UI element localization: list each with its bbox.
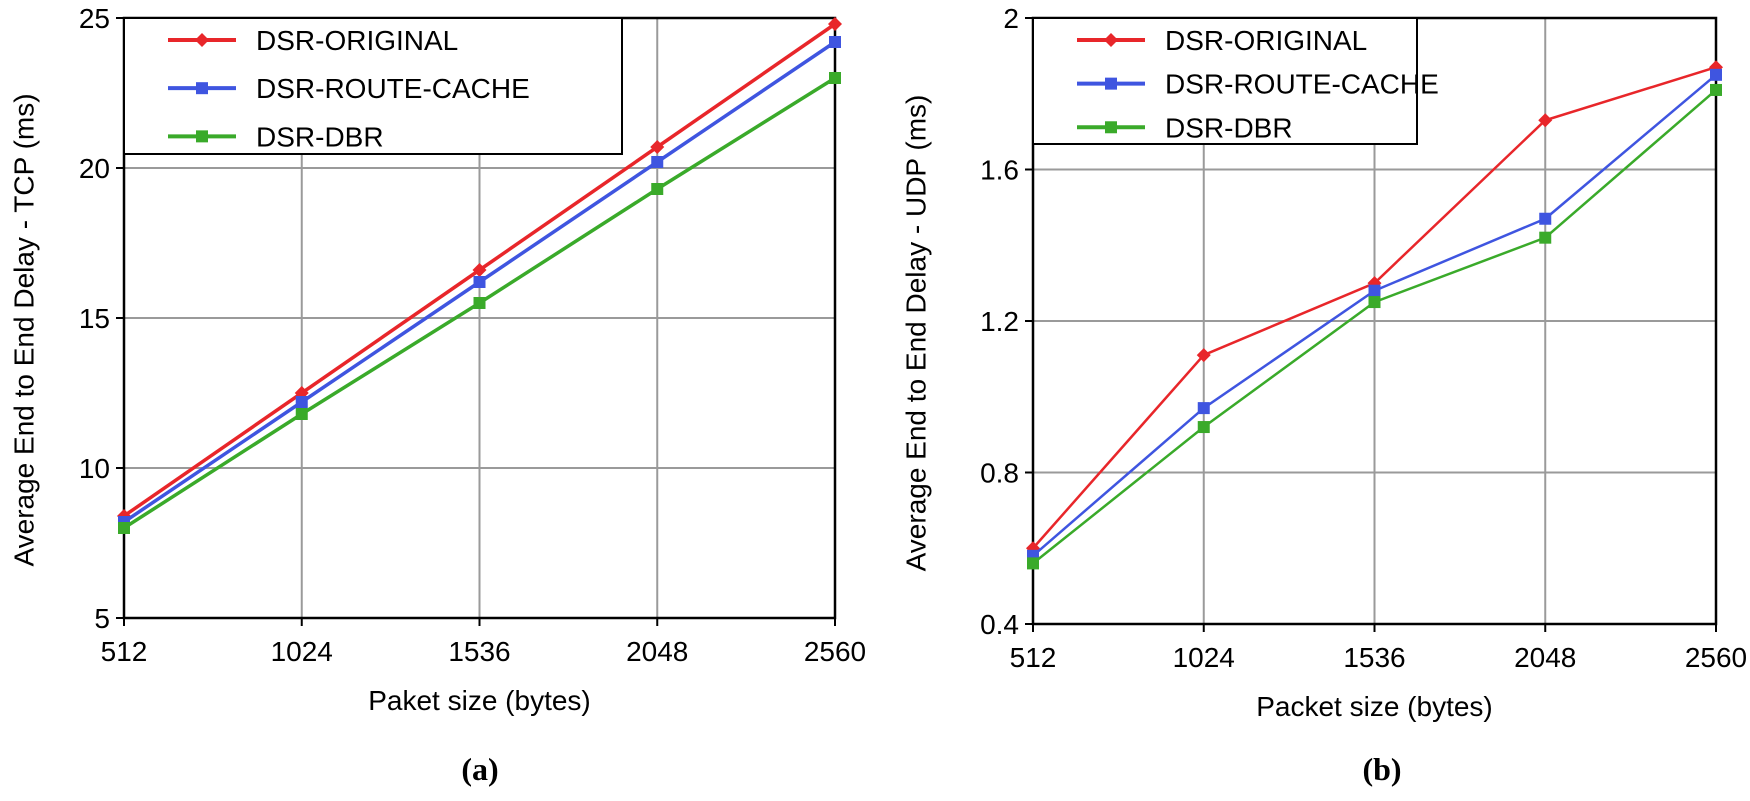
x-tick-label: 1536 [1343,642,1405,673]
data-point [1027,557,1039,570]
legend-marker [196,130,208,143]
data-point [473,297,486,309]
x-tick-label: 512 [1010,642,1057,673]
y-tick-label: 20 [79,153,110,184]
data-point [1539,231,1552,244]
y-axis-title: Average End to End Delay - TCP (ms) [8,93,39,566]
x-tick-label: 1024 [271,636,333,667]
y-tick-label: 0.8 [980,458,1019,489]
panel-caption: (b) [1362,751,1401,787]
data-point [1538,113,1553,128]
x-tick-label: 1024 [1173,642,1235,673]
data-point [651,183,664,195]
data-point [473,276,486,288]
y-tick-label: 5 [94,603,110,634]
x-axis-title: Paket size (bytes) [368,685,591,716]
panel-caption: (a) [461,751,498,787]
legend-label: DSR-ROUTE-CACHE [256,73,530,104]
y-tick-label: 1.2 [980,306,1019,337]
data-point [295,408,308,420]
data-point [1368,296,1381,309]
data-point [1710,68,1722,81]
x-tick-label: 2048 [626,636,688,667]
y-tick-label: 2 [1003,3,1019,34]
legend-label: DSR-ORIGINAL [256,25,458,56]
x-tick-label: 1536 [448,636,510,667]
legend-marker [1105,77,1117,90]
y-tick-label: 1.6 [980,155,1019,186]
data-point [1197,421,1210,434]
x-tick-label: 2560 [1685,642,1747,673]
legend-marker [1104,33,1118,47]
data-point [1197,402,1210,415]
data-point [295,396,308,408]
data-point [650,140,665,154]
x-tick-label: 2048 [1514,642,1576,673]
chart-panel-a: 5 10 15 20 25 512 1024 1536 2048 2560 Paket size (… [8,3,866,787]
legend-marker [195,33,209,47]
x-axis-title: Packet size (bytes) [1256,691,1493,722]
data-point [1196,348,1211,363]
chart-panel-b: 0.4 0.8 1.2 1.6 2 512 1024 1536 2048 2560 Packet s… [900,3,1747,787]
legend-label: DSR-ROUTE-CACHE [1165,69,1439,100]
legend-label: DSR-DBR [1165,112,1293,143]
data-point [828,17,842,31]
data-point [651,156,664,168]
data-point [118,522,130,534]
legend: DSR-ORIGINAL DSR-ROUTE-CACHE DSR-DBR [1032,17,1439,145]
x-tick-label: 512 [101,636,148,667]
data-point [1368,284,1381,297]
y-tick-label: 15 [79,303,110,334]
data-point [1710,83,1722,96]
y-axis-title: Average End to End Delay - UDP (ms) [900,95,931,572]
data-point [1539,212,1552,225]
y-tick-label: 10 [79,453,110,484]
data-point [829,72,841,84]
legend-marker [196,82,208,95]
legend-marker [1105,121,1117,134]
y-tick-label: 0.4 [980,609,1019,640]
legend: DSR-ORIGINAL DSR-ROUTE-CACHE DSR-DBR [123,17,623,155]
y-tick-label: 25 [79,3,110,34]
x-tick-label: 2560 [804,636,866,667]
legend-label: DSR-ORIGINAL [1165,25,1367,56]
data-point [829,36,841,48]
data-point [472,263,487,277]
legend-label: DSR-DBR [256,121,384,152]
